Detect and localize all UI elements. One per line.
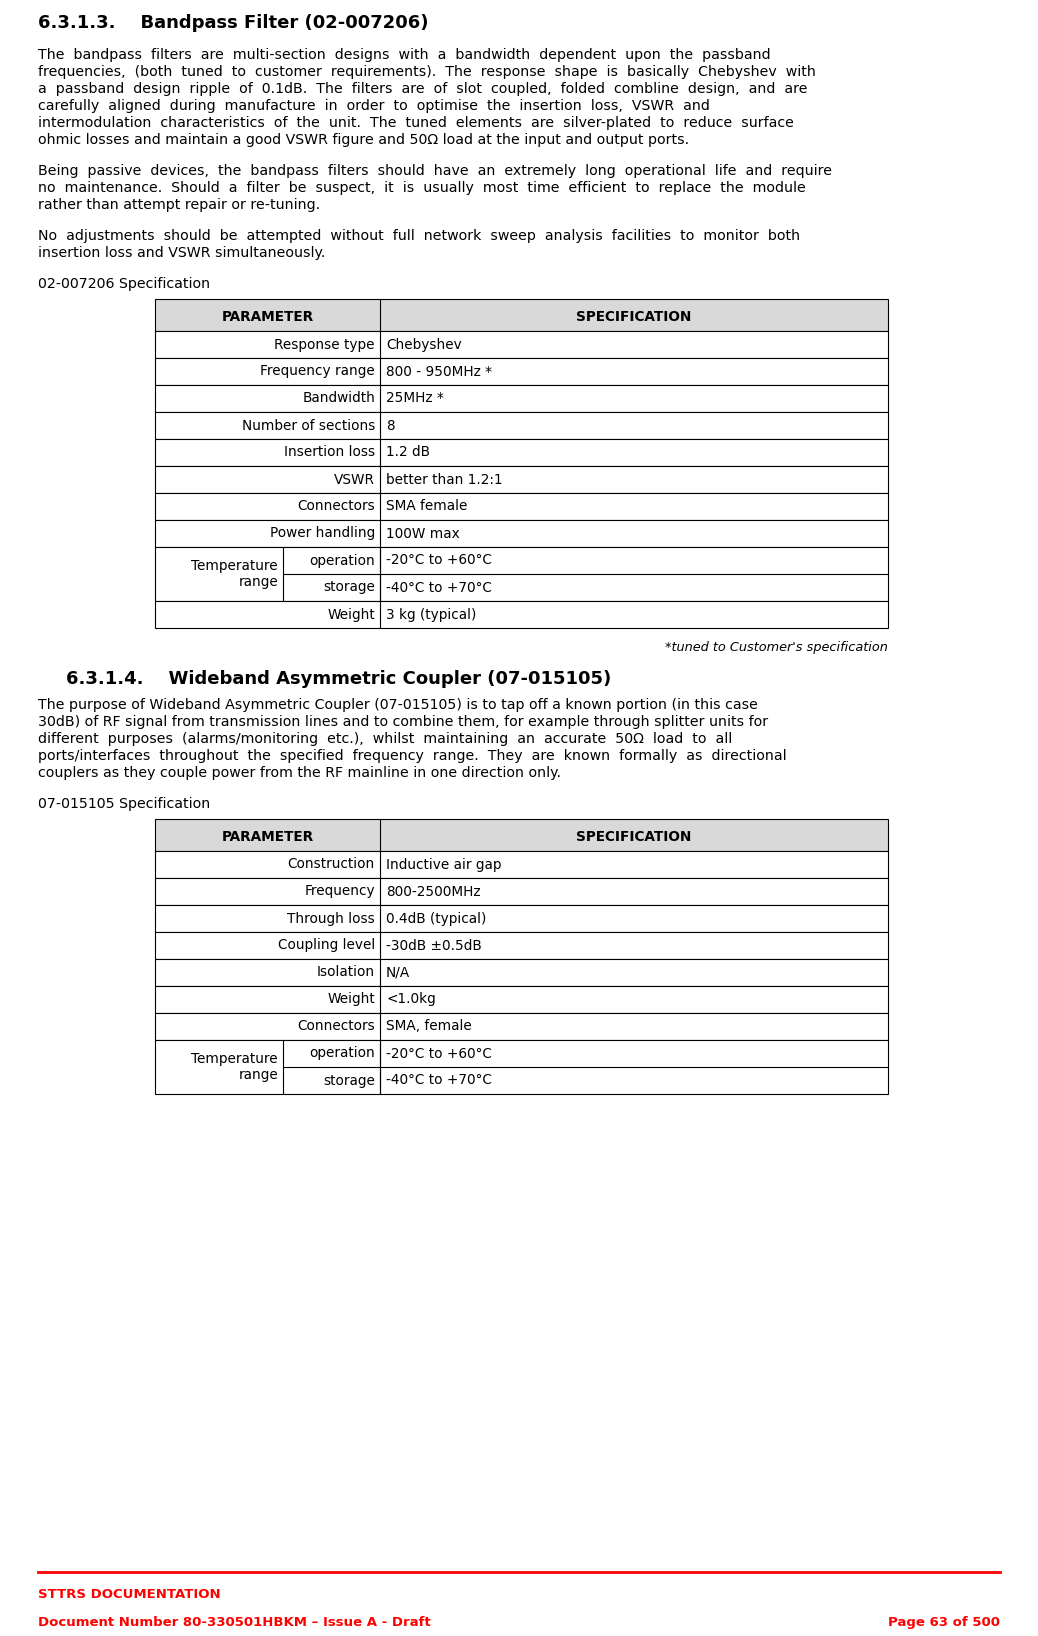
Text: Through loss: Through loss: [288, 911, 375, 926]
Text: 100W max: 100W max: [386, 527, 460, 540]
Text: Being  passive  devices,  the  bandpass  filters  should  have  an  extremely  l: Being passive devices, the bandpass filt…: [38, 164, 832, 178]
Text: a  passband  design  ripple  of  0.1dB.  The  filters  are  of  slot  coupled,  : a passband design ripple of 0.1dB. The f…: [38, 82, 808, 97]
Text: 1.2 dB: 1.2 dB: [386, 445, 430, 460]
Text: 6.3.1.3.    Bandpass Filter (02-007206): 6.3.1.3. Bandpass Filter (02-007206): [38, 15, 429, 33]
Text: 800 - 950MHz *: 800 - 950MHz *: [386, 365, 492, 378]
Bar: [155, 879, 887, 905]
Text: VSWR: VSWR: [334, 473, 375, 486]
Text: insertion loss and VSWR simultaneously.: insertion loss and VSWR simultaneously.: [38, 245, 325, 260]
Text: Document Number 80-330501HBKM – Issue A - Draft: Document Number 80-330501HBKM – Issue A …: [38, 1616, 431, 1629]
Text: -40°C to +70°C: -40°C to +70°C: [386, 1073, 492, 1088]
Text: 0.4dB (typical): 0.4dB (typical): [386, 911, 487, 926]
Bar: [155, 1040, 887, 1094]
Bar: [155, 1013, 887, 1040]
Text: 25MHz *: 25MHz *: [386, 391, 444, 406]
Text: different  purposes  (alarms/monitoring  etc.),  whilst  maintaining  an  accura: different purposes (alarms/monitoring et…: [38, 731, 732, 746]
Text: -40°C to +70°C: -40°C to +70°C: [386, 581, 492, 594]
Bar: [155, 330, 887, 358]
Text: carefully  aligned  during  manufacture  in  order  to  optimise  the  insertion: carefully aligned during manufacture in …: [38, 100, 710, 113]
Text: operation: operation: [309, 1047, 375, 1060]
Text: Insertion loss: Insertion loss: [283, 445, 375, 460]
Text: Coupling level: Coupling level: [278, 939, 375, 952]
Bar: [155, 520, 887, 546]
Text: Weight: Weight: [327, 607, 375, 622]
Text: PARAMETER: PARAMETER: [221, 829, 313, 844]
Text: better than 1.2:1: better than 1.2:1: [386, 473, 502, 486]
Text: Temperature
range: Temperature range: [191, 560, 278, 589]
Bar: [155, 466, 887, 492]
Text: ports/interfaces  throughout  the  specified  frequency  range.  They  are  know: ports/interfaces throughout the specifie…: [38, 749, 787, 762]
Bar: [155, 384, 887, 412]
Text: couplers as they couple power from the RF mainline in one direction only.: couplers as they couple power from the R…: [38, 766, 561, 780]
Bar: [155, 358, 887, 384]
Text: Weight: Weight: [327, 993, 375, 1006]
Text: 07-015105 Specification: 07-015105 Specification: [38, 797, 211, 811]
Text: Connectors: Connectors: [297, 499, 375, 514]
Text: operation: operation: [309, 553, 375, 568]
Bar: [155, 933, 887, 959]
Text: Construction: Construction: [288, 857, 375, 872]
Text: Page 63 of 500: Page 63 of 500: [887, 1616, 1000, 1629]
Text: <1.0kg: <1.0kg: [386, 993, 436, 1006]
Text: *tuned to Customer's specification: *tuned to Customer's specification: [665, 641, 887, 654]
Text: storage: storage: [323, 581, 375, 594]
Text: N/A: N/A: [386, 965, 410, 980]
Text: Isolation: Isolation: [317, 965, 375, 980]
Text: Frequency range: Frequency range: [261, 365, 375, 378]
Text: SMA female: SMA female: [386, 499, 467, 514]
Text: -20°C to +60°C: -20°C to +60°C: [386, 553, 492, 568]
Text: Chebyshev: Chebyshev: [386, 337, 462, 352]
Text: Power handling: Power handling: [270, 527, 375, 540]
Bar: [155, 959, 887, 987]
Bar: [155, 600, 887, 628]
Text: The purpose of Wideband Asymmetric Coupler (07-015105) is to tap off a known por: The purpose of Wideband Asymmetric Coupl…: [38, 699, 758, 712]
Text: Temperature
range: Temperature range: [191, 1052, 278, 1081]
Text: STTRS DOCUMENTATION: STTRS DOCUMENTATION: [38, 1589, 221, 1602]
Text: Connectors: Connectors: [297, 1019, 375, 1034]
Text: -20°C to +60°C: -20°C to +60°C: [386, 1047, 492, 1060]
Bar: [155, 412, 887, 438]
Bar: [155, 492, 887, 520]
Bar: [155, 546, 887, 600]
Text: SMA, female: SMA, female: [386, 1019, 471, 1034]
Text: 02-007206 Specification: 02-007206 Specification: [38, 276, 210, 291]
Text: rather than attempt repair or re-tuning.: rather than attempt repair or re-tuning.: [38, 198, 320, 213]
Text: -30dB ±0.5dB: -30dB ±0.5dB: [386, 939, 482, 952]
Text: 8: 8: [386, 419, 394, 432]
Text: 3 kg (typical): 3 kg (typical): [386, 607, 476, 622]
Bar: [155, 851, 887, 879]
Text: intermodulation  characteristics  of  the  unit.  The  tuned  elements  are  sil: intermodulation characteristics of the u…: [38, 116, 794, 129]
Text: Number of sections: Number of sections: [242, 419, 375, 432]
Text: SPECIFICATION: SPECIFICATION: [576, 309, 691, 324]
Text: SPECIFICATION: SPECIFICATION: [576, 829, 691, 844]
Text: The  bandpass  filters  are  multi-section  designs  with  a  bandwidth  depende: The bandpass filters are multi-section d…: [38, 47, 770, 62]
Text: 30dB) of RF signal from transmission lines and to combine them, for example thro: 30dB) of RF signal from transmission lin…: [38, 715, 768, 730]
Text: frequencies,  (both  tuned  to  customer  requirements).  The  response  shape  : frequencies, (both tuned to customer req…: [38, 65, 816, 79]
Text: Frequency: Frequency: [304, 885, 375, 898]
Bar: [155, 820, 887, 851]
Text: Bandwidth: Bandwidth: [302, 391, 375, 406]
Text: ohmic losses and maintain a good VSWR figure and 50Ω load at the input and outpu: ohmic losses and maintain a good VSWR fi…: [38, 133, 689, 147]
Text: 6.3.1.4.    Wideband Asymmetric Coupler (07-015105): 6.3.1.4. Wideband Asymmetric Coupler (07…: [66, 671, 611, 689]
Text: No  adjustments  should  be  attempted  without  full  network  sweep  analysis : No adjustments should be attempted witho…: [38, 229, 800, 244]
Bar: [155, 299, 887, 330]
Text: 800-2500MHz: 800-2500MHz: [386, 885, 481, 898]
Bar: [155, 905, 887, 933]
Text: Response type: Response type: [274, 337, 375, 352]
Text: PARAMETER: PARAMETER: [221, 309, 313, 324]
Bar: [155, 987, 887, 1013]
Text: no  maintenance.  Should  a  filter  be  suspect,  it  is  usually  most  time  : no maintenance. Should a filter be suspe…: [38, 182, 805, 195]
Text: Inductive air gap: Inductive air gap: [386, 857, 501, 872]
Text: storage: storage: [323, 1073, 375, 1088]
Bar: [155, 438, 887, 466]
